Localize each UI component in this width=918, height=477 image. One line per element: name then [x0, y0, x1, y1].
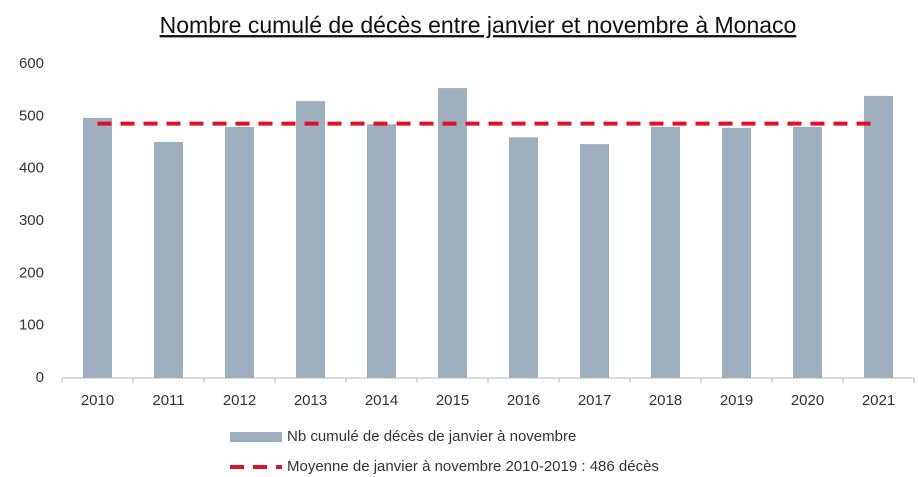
bar — [580, 144, 609, 378]
x-tick-label: 2010 — [81, 392, 114, 409]
legend-swatch — [230, 432, 282, 442]
x-tick-label: 2018 — [649, 392, 682, 409]
x-tick-label: 2017 — [578, 392, 611, 409]
y-tick-label: 0 — [36, 369, 44, 386]
y-tick-label: 300 — [19, 212, 44, 229]
bar — [154, 141, 183, 378]
y-tick-label: 400 — [19, 160, 44, 177]
bar — [793, 126, 822, 378]
legend-label: Moyenne de janvier à novembre 2010-2019 … — [287, 458, 659, 475]
bar — [296, 101, 325, 378]
x-tick-label: 2020 — [791, 392, 824, 409]
bar — [864, 95, 893, 378]
x-tick-label: 2016 — [507, 392, 540, 409]
bar — [225, 126, 254, 378]
bar — [509, 137, 538, 378]
x-tick-label: 2015 — [436, 392, 469, 409]
x-tick-label: 2013 — [294, 392, 327, 409]
y-tick-label: 600 — [19, 55, 44, 72]
x-tick-label: 2011 — [152, 392, 184, 409]
bar — [438, 88, 467, 378]
bar — [83, 117, 112, 379]
x-tick-label: 2014 — [365, 392, 398, 409]
y-tick-label: 100 — [19, 317, 44, 334]
bar — [722, 127, 751, 378]
x-tick-label: 2012 — [223, 392, 256, 409]
bar — [367, 124, 396, 378]
x-tick-label: 2019 — [720, 392, 753, 409]
legend-label: Nb cumulé de décès de janvier à novembre — [287, 428, 576, 445]
bar — [651, 126, 680, 378]
y-tick-label: 200 — [19, 264, 44, 281]
x-tick-label: 2021 — [862, 392, 895, 409]
y-tick-label: 500 — [19, 107, 44, 124]
chart-title: Nombre cumulé de décès entre janvier et … — [160, 12, 797, 38]
